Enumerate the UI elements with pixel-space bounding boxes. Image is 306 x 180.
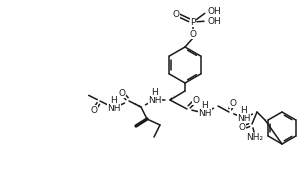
- Text: O: O: [118, 89, 125, 98]
- Text: H: H: [111, 96, 118, 105]
- Text: O: O: [173, 10, 180, 19]
- Text: OH: OH: [208, 6, 222, 15]
- Text: O: O: [189, 30, 196, 39]
- Text: H: H: [241, 105, 247, 114]
- Text: NH: NH: [198, 109, 212, 118]
- Text: NH₂: NH₂: [246, 134, 263, 143]
- Text: H: H: [202, 100, 208, 109]
- Text: OH: OH: [208, 17, 222, 26]
- Text: H: H: [152, 87, 159, 96]
- Text: O: O: [238, 123, 245, 132]
- Text: NH: NH: [237, 114, 251, 123]
- Text: O: O: [230, 98, 237, 107]
- Text: P: P: [190, 17, 196, 26]
- Text: NH: NH: [107, 103, 121, 112]
- Text: O: O: [192, 96, 200, 105]
- Text: O: O: [91, 105, 98, 114]
- Text: NH: NH: [148, 96, 162, 105]
